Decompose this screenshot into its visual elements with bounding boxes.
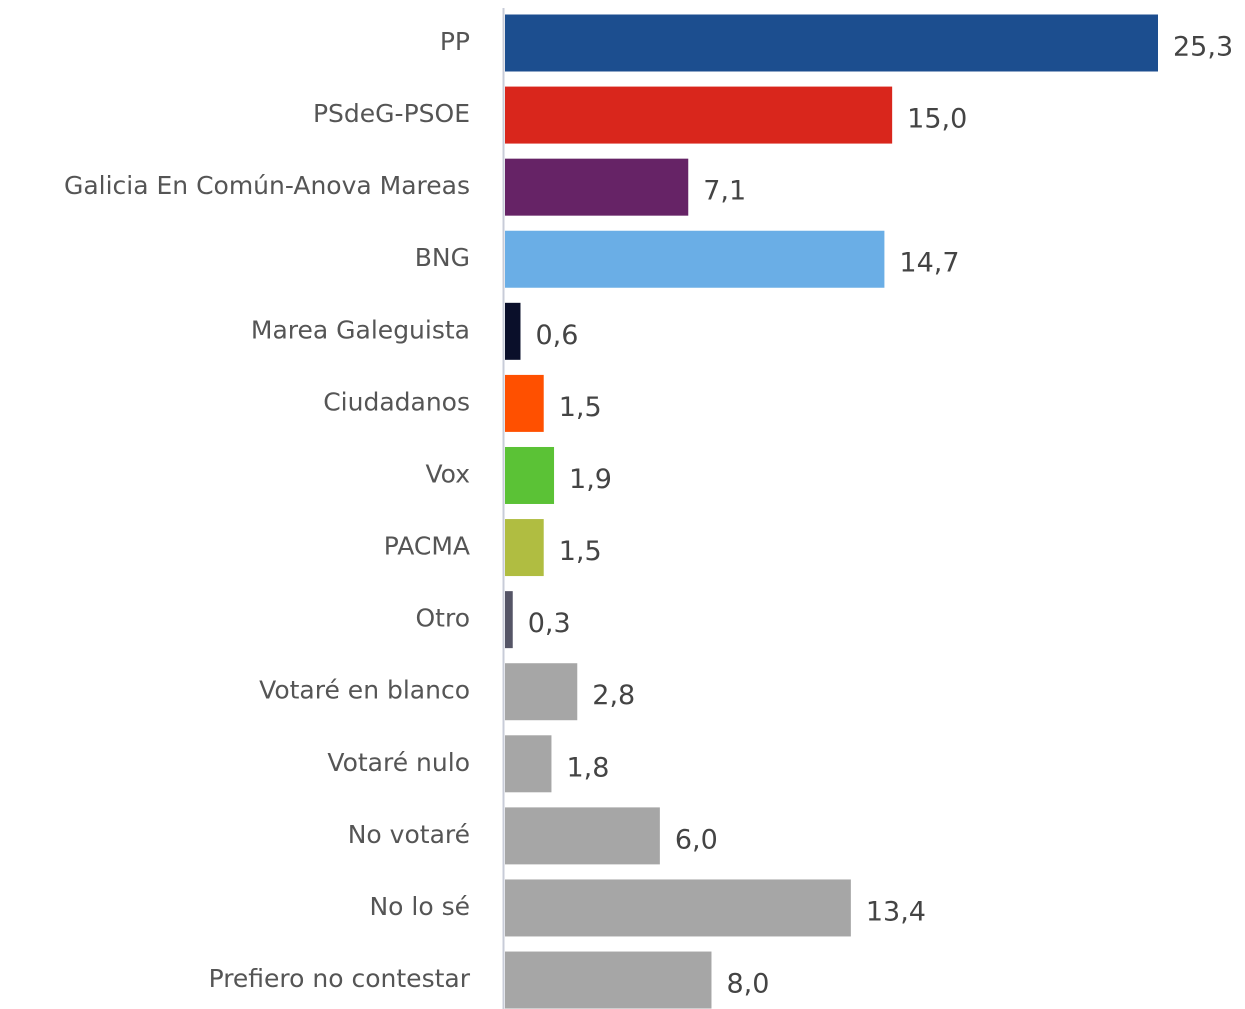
- category-label: No votaré: [348, 820, 470, 849]
- bar: [505, 591, 513, 649]
- category-label: PACMA: [384, 532, 470, 561]
- bar: [505, 446, 555, 504]
- value-label: 13,4: [866, 896, 926, 927]
- category-label: BNG: [415, 243, 470, 272]
- value-label: 1,5: [559, 392, 602, 423]
- value-label: 7,1: [703, 176, 746, 207]
- bar: [505, 807, 660, 865]
- category-label: Votaré en blanco: [259, 676, 470, 705]
- value-label: 1,5: [559, 536, 602, 567]
- category-label: PP: [440, 27, 470, 56]
- category-label: Ciudadanos: [323, 387, 470, 416]
- category-label: Galicia En Común-Anova Mareas: [64, 171, 470, 200]
- category-label: PSdeG-PSOE: [313, 99, 470, 128]
- value-label: 6,0: [675, 824, 718, 855]
- value-label: 1,9: [569, 464, 612, 495]
- category-label: Marea Galeguista: [251, 315, 470, 344]
- bar: [505, 663, 578, 721]
- bar: [505, 735, 552, 793]
- value-label: 1,8: [566, 752, 609, 783]
- bar: [505, 951, 712, 1009]
- value-label: 14,7: [899, 248, 959, 279]
- category-label: No lo sé: [369, 892, 470, 921]
- bar: [505, 519, 544, 577]
- value-label: 15,0: [907, 104, 967, 135]
- bar: [505, 374, 544, 432]
- bar: [505, 302, 521, 360]
- value-label: 2,8: [592, 680, 635, 711]
- bar: [505, 230, 885, 288]
- category-label: Prefiero no contestar: [209, 964, 471, 993]
- bar: [505, 14, 1158, 72]
- value-label: 0,6: [535, 320, 578, 351]
- value-label: 25,3: [1173, 32, 1233, 63]
- value-label: 0,3: [528, 608, 571, 639]
- value-label: 8,0: [726, 969, 769, 1000]
- category-label: Vox: [426, 459, 470, 488]
- bar: [505, 158, 689, 216]
- bar: [505, 86, 893, 144]
- bar: [505, 879, 851, 937]
- category-label: Otro: [415, 604, 470, 633]
- category-label: Votaré nulo: [327, 748, 470, 777]
